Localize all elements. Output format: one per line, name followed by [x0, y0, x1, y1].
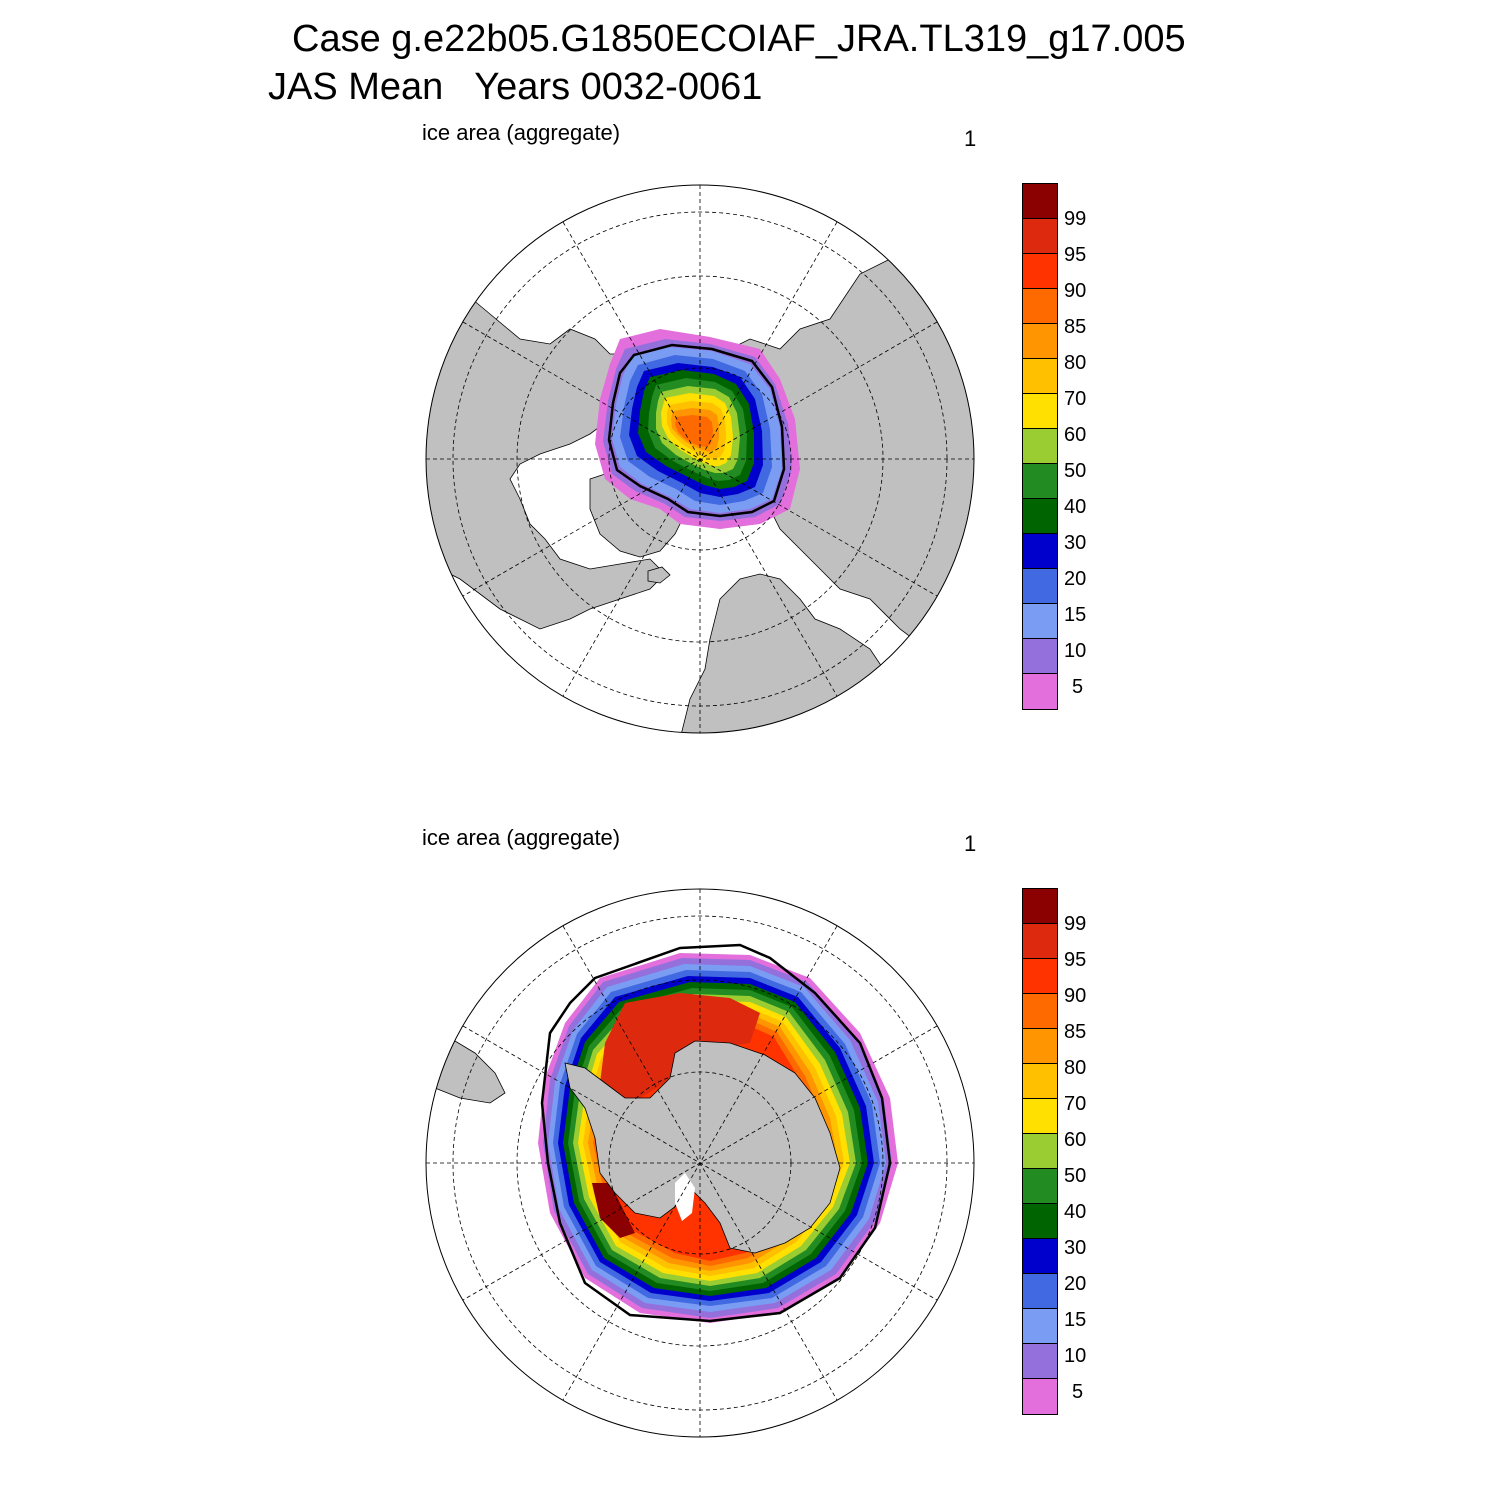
colorbar-swatch: [1023, 1379, 1057, 1414]
colorbar-tick-label: 80: [1064, 352, 1087, 374]
figure-title-line2: JAS Mean Years 0032-0061: [268, 66, 763, 108]
colorbar-swatch: [1023, 1309, 1057, 1344]
colorbar-tick-label: 40: [1064, 496, 1087, 518]
colorbar-tick-label: 15: [1064, 604, 1087, 626]
colorbar-swatch: [1023, 1239, 1057, 1274]
antarctic-colorbar: [1022, 888, 1058, 1415]
colorbar-tick-label: 10: [1064, 1345, 1087, 1367]
colorbar-tick-label: 40: [1064, 1201, 1087, 1223]
colorbar-swatch: [1023, 889, 1057, 924]
colorbar-tick-label: 95: [1064, 949, 1087, 971]
colorbar-swatch: [1023, 994, 1057, 1029]
colorbar-tick-label: 85: [1064, 1021, 1087, 1043]
antarctic-ice-max: [592, 1183, 635, 1238]
colorbar-swatch: [1023, 959, 1057, 994]
colorbar-swatch: [1023, 429, 1057, 464]
panel1-variable-label: ice area (aggregate): [422, 120, 621, 145]
colorbar-swatch: [1023, 1169, 1057, 1204]
antarctic-graticule: [426, 889, 974, 1437]
colorbar-tick-label: 20: [1064, 1273, 1087, 1295]
colorbar-tick-label: 5: [1072, 1381, 1084, 1403]
colorbar-swatch: [1023, 184, 1057, 219]
colorbar-tick-label: 95: [1064, 244, 1087, 266]
colorbar-swatch: [1023, 604, 1057, 639]
panel2-number: 1: [964, 831, 977, 856]
colorbar-swatch: [1023, 464, 1057, 499]
antarctic-map: [425, 888, 975, 1438]
arctic-observed-ice-edge: [607, 343, 786, 518]
panel2-variable-label: ice area (aggregate): [422, 825, 621, 850]
colorbar-swatch: [1023, 534, 1057, 569]
colorbar-tick-label: 80: [1064, 1057, 1087, 1079]
antarctic-map-border: [425, 888, 975, 1438]
arctic-map-border: [425, 184, 975, 734]
panel1-number: 1: [964, 126, 977, 151]
colorbar-swatch: [1023, 1344, 1057, 1379]
arctic-map: [425, 184, 975, 734]
arctic-graticule: [426, 185, 974, 733]
colorbar-tick-label: 70: [1064, 388, 1087, 410]
colorbar-swatch: [1023, 1134, 1057, 1169]
colorbar-swatch: [1023, 924, 1057, 959]
colorbar-swatch: [1023, 394, 1057, 429]
colorbar-swatch: [1023, 289, 1057, 324]
colorbar-swatch: [1023, 324, 1057, 359]
colorbar-tick-label: 30: [1064, 1237, 1087, 1259]
colorbar-tick-label: 70: [1064, 1093, 1087, 1115]
colorbar-swatch: [1023, 1274, 1057, 1309]
colorbar-tick-label: 60: [1064, 424, 1087, 446]
colorbar-tick-label: 20: [1064, 568, 1087, 590]
colorbar-swatch: [1023, 1204, 1057, 1239]
arctic-colorbar: [1022, 183, 1058, 710]
colorbar-tick-label: 85: [1064, 316, 1087, 338]
figure-title-line1: Case g.e22b05.G1850ECOIAF_JRA.TL319_g17.…: [292, 18, 1186, 60]
arctic-ice-90: [675, 415, 713, 447]
colorbar-tick-label: 99: [1064, 208, 1087, 230]
colorbar-swatch: [1023, 359, 1057, 394]
colorbar-swatch: [1023, 674, 1057, 709]
colorbar-swatch: [1023, 219, 1057, 254]
colorbar-tick-label: 30: [1064, 532, 1087, 554]
colorbar-swatch: [1023, 1029, 1057, 1064]
colorbar-swatch: [1023, 1064, 1057, 1099]
antarctic-land-continent: [564, 1040, 841, 1254]
arctic-land-iceland: [647, 566, 671, 584]
colorbar-tick-label: 90: [1064, 985, 1087, 1007]
colorbar-tick-label: 99: [1064, 913, 1087, 935]
colorbar-tick-label: 60: [1064, 1129, 1087, 1151]
antarctic-observed-ice-edge: [540, 943, 892, 1323]
colorbar-tick-label: 50: [1064, 1165, 1087, 1187]
colorbar-swatch: [1023, 254, 1057, 289]
colorbar-swatch: [1023, 639, 1057, 674]
colorbar-tick-label: 5: [1072, 676, 1084, 698]
colorbar-swatch: [1023, 499, 1057, 534]
colorbar-tick-label: 50: [1064, 460, 1087, 482]
colorbar-tick-label: 15: [1064, 1309, 1087, 1331]
colorbar-swatch: [1023, 1099, 1057, 1134]
colorbar-tick-label: 90: [1064, 280, 1087, 302]
colorbar-swatch: [1023, 569, 1057, 604]
colorbar-tick-label: 10: [1064, 640, 1087, 662]
antarctic-land-ross-gap: [675, 1173, 695, 1221]
